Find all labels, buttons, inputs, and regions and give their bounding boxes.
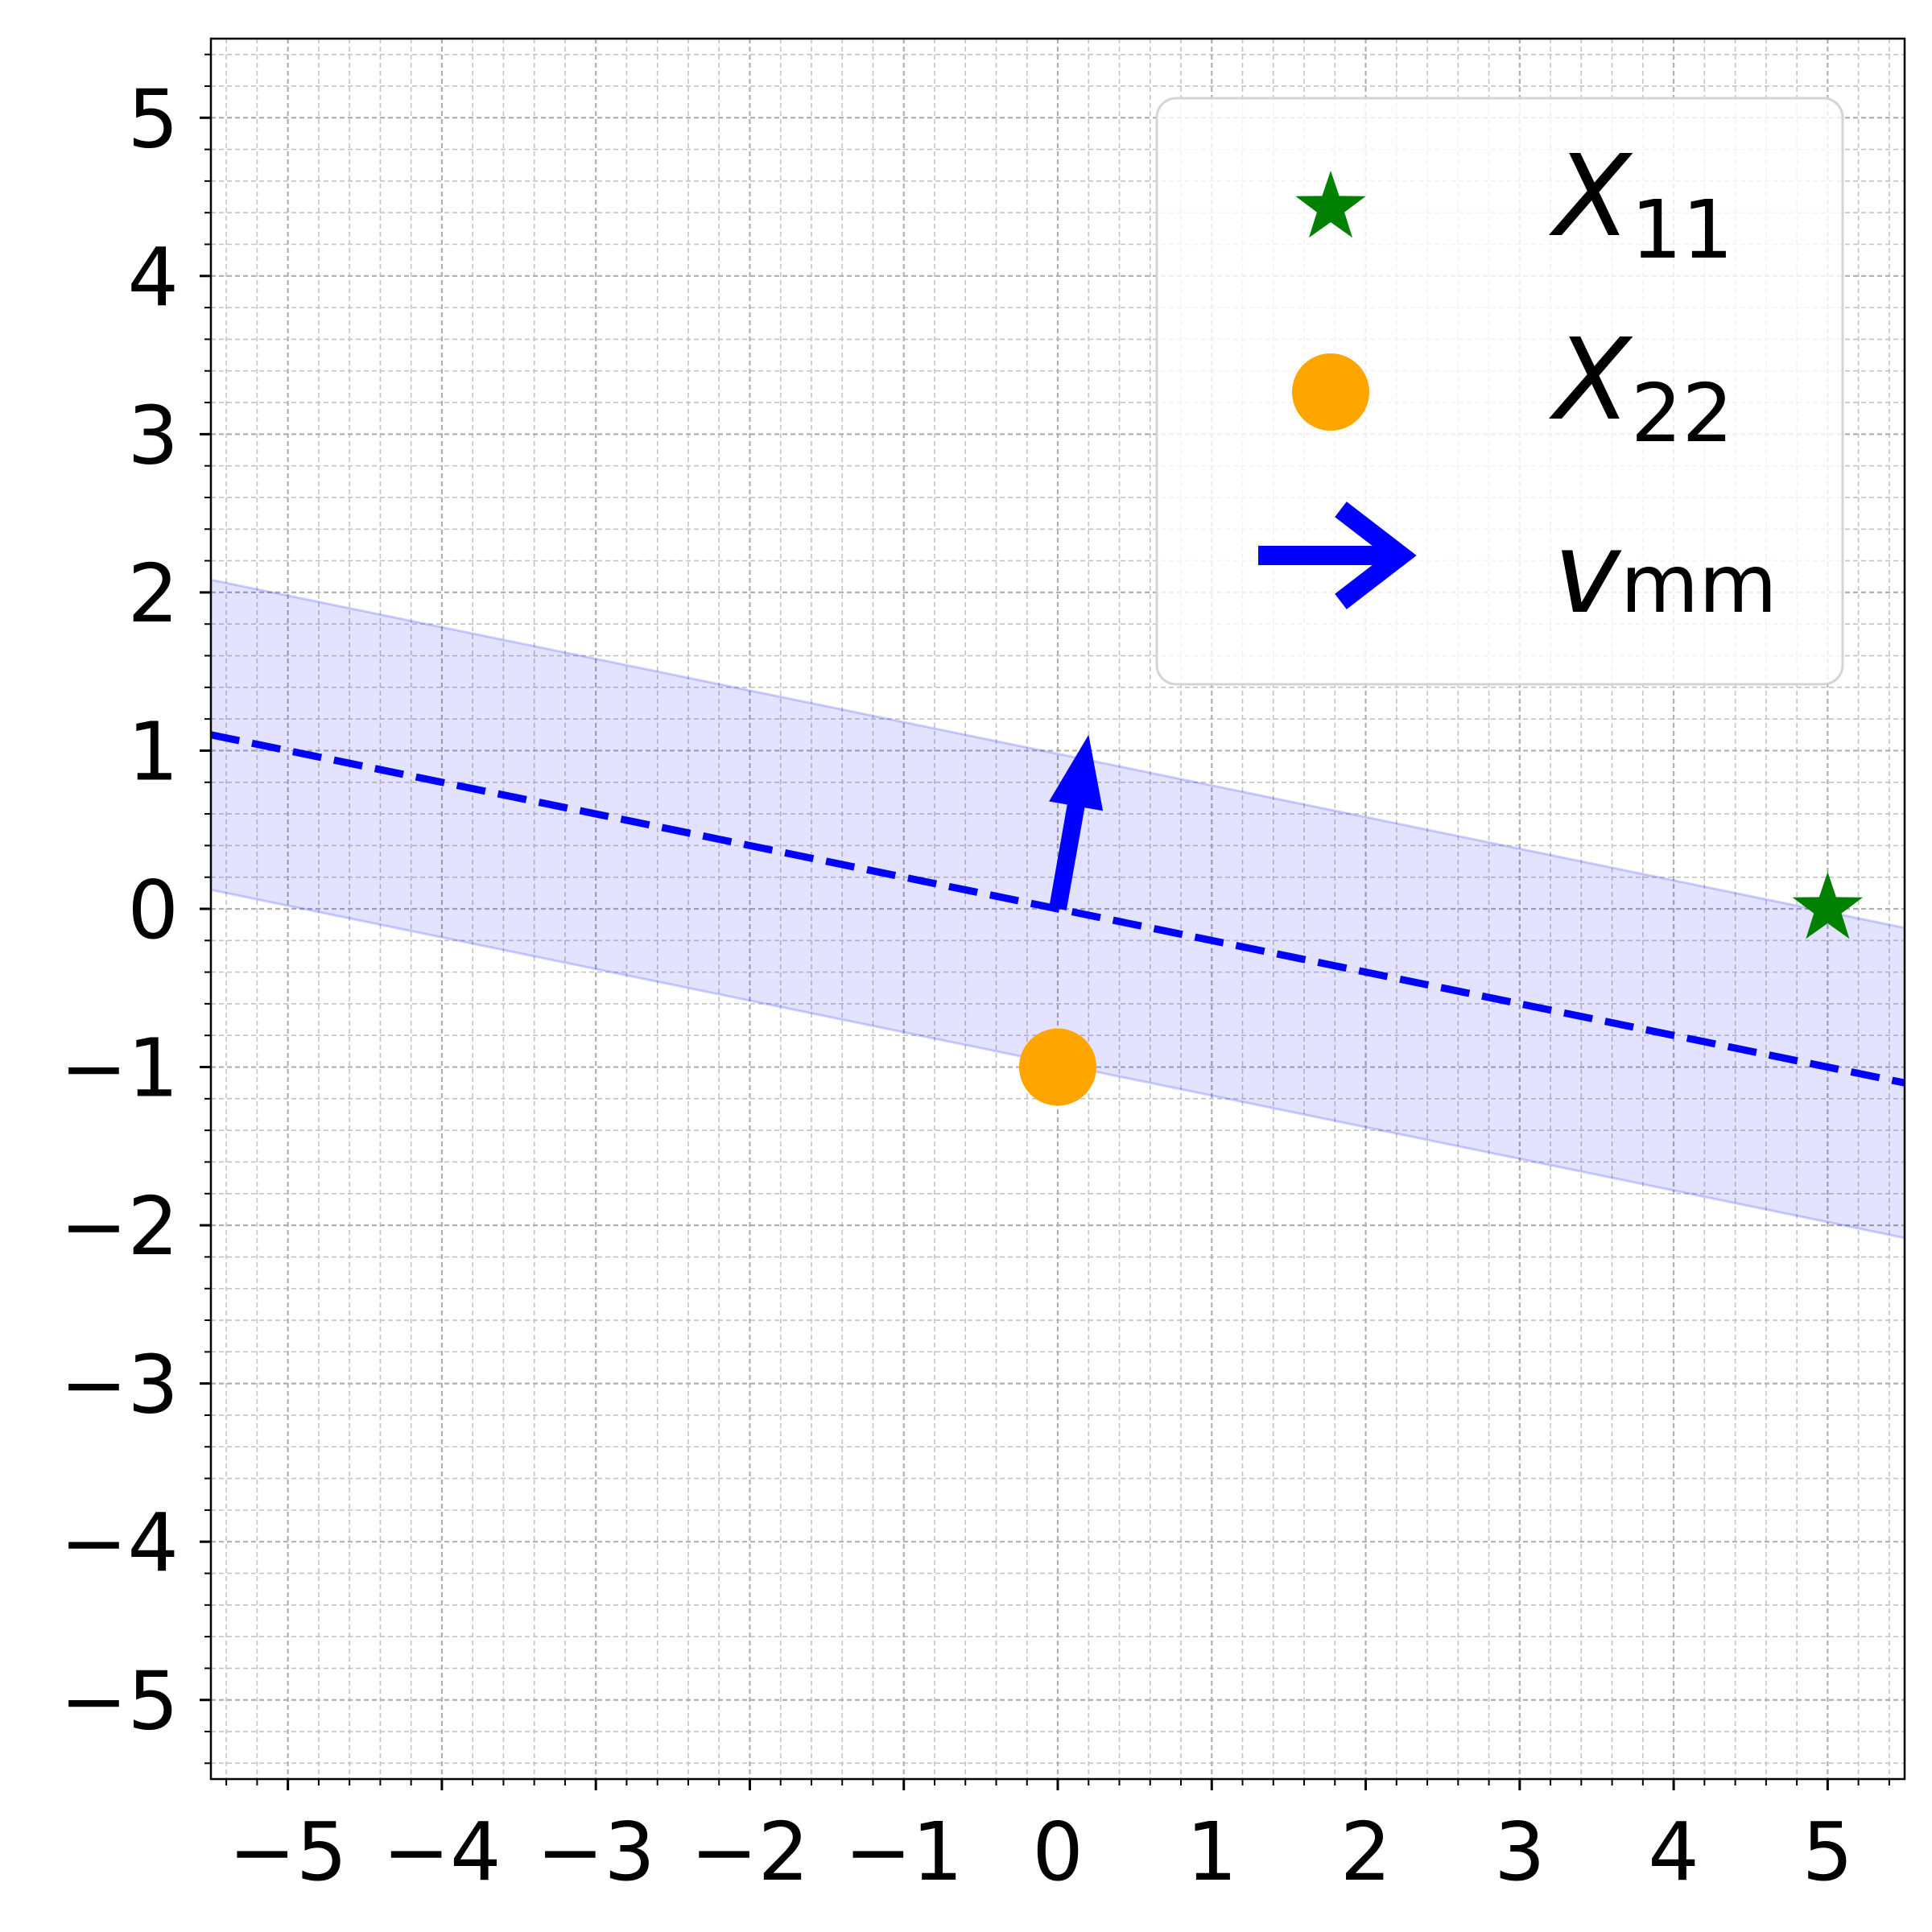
y-tick-label: −3: [60, 1338, 179, 1432]
x-tick-labels: −5 −4 −3 −2 −1 0 1 2 3 4 5: [229, 1805, 1853, 1899]
x-tick-label: 1: [1186, 1805, 1237, 1899]
x-tick-label: 5: [1802, 1805, 1854, 1899]
x-tick-label: −1: [844, 1805, 963, 1899]
legend-star-icon: [1295, 171, 1366, 238]
data-marks: [1019, 734, 1864, 1106]
legend-star-shape: [1295, 171, 1366, 238]
y-tick-label: −1: [60, 1022, 179, 1116]
point-x22: [1019, 1028, 1096, 1106]
x-tick-label: −4: [382, 1805, 501, 1899]
x-tick-label: 0: [1032, 1805, 1084, 1899]
y-tick-label: 0: [127, 863, 179, 957]
y-tick-label: 1: [127, 704, 179, 799]
margin-band-upper-edge: [210, 578, 1905, 930]
legend-circle-icon: [1292, 353, 1369, 431]
y-tick-labels: −5 −4 −3 −2 −1 0 1 2 3 4 5: [60, 72, 179, 1748]
y-tick-label: 5: [127, 72, 179, 166]
x-tick-label: −5: [229, 1805, 347, 1899]
y-tick-label: −5: [60, 1654, 179, 1748]
x-tick-label: −3: [536, 1805, 654, 1899]
axis-ticks: [200, 53, 1890, 1790]
y-tick-label: 3: [127, 388, 179, 482]
x-tick-label: 2: [1340, 1805, 1392, 1899]
y-tick-label: −2: [60, 1179, 179, 1274]
legend-label-x11: X11: [1548, 131, 1733, 277]
legend: X11 X22 vmm: [1155, 97, 1844, 686]
arrow-vmm: [1049, 734, 1104, 910]
x-tick-label: −2: [691, 1805, 809, 1899]
point-x11: [1792, 872, 1864, 939]
legend-label-vmm: vmm: [1554, 508, 1777, 639]
y-tick-label: 2: [127, 547, 179, 641]
y-tick-label: −4: [60, 1496, 179, 1590]
y-tick-label: 4: [127, 230, 179, 324]
legend-label-x22: X22: [1548, 315, 1733, 460]
legend-frame: [1155, 97, 1844, 686]
major-grid: [211, 39, 1905, 1779]
x-tick-label: 4: [1648, 1805, 1699, 1899]
x-tick-label: 3: [1494, 1805, 1546, 1899]
legend-arrow-icon: [1258, 502, 1417, 609]
